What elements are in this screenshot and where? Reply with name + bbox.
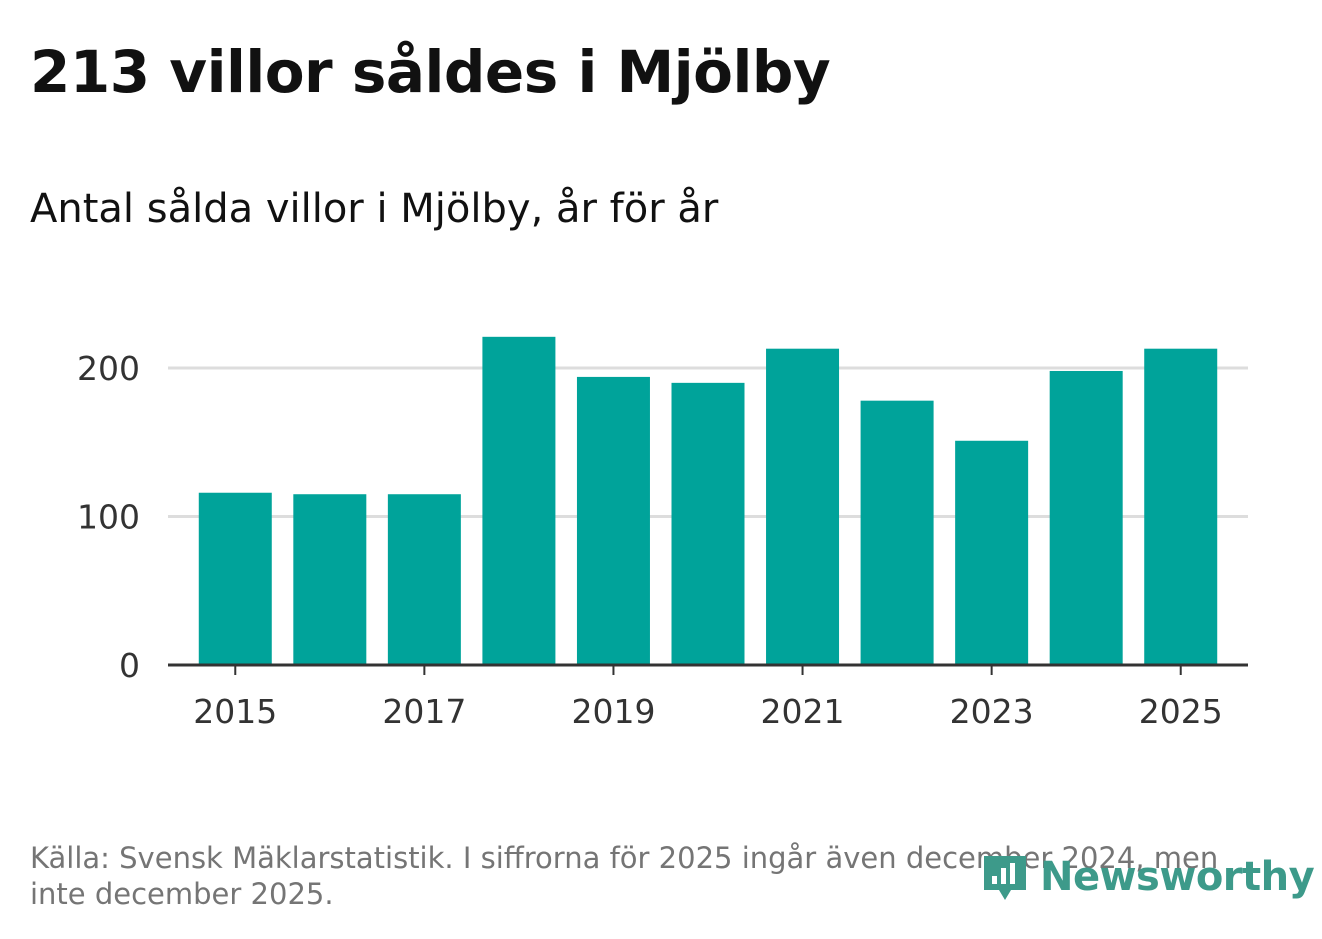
chart-subtitle: Antal sålda villor i Mjölby, år för år [30,186,719,232]
y-tick-label-200: 200 [77,349,140,388]
bar-2017 [387,494,461,665]
x-tick-label-2025: 2025 [1139,692,1223,731]
y-tick-label-100: 100 [77,498,140,537]
x-tick-label-2019: 2019 [571,692,655,731]
bar-2024 [1049,370,1123,665]
bar-2015 [198,492,272,665]
newsworthy-logo-icon [984,856,1026,900]
logo-text: Newsworthy [1040,854,1315,900]
bar-2023 [955,440,1029,665]
x-tick-label-2015: 2015 [193,692,277,731]
bar-2021 [766,348,840,665]
x-tick-label-2021: 2021 [761,692,845,731]
bar-2019 [576,376,650,665]
x-tick-label-2017: 2017 [382,692,466,731]
bar-2025 [1144,348,1218,665]
bar-2016 [293,494,367,665]
x-tick-label-2023: 2023 [950,692,1034,731]
chart-title: 213 villor såldes i Mjölby [30,38,831,106]
bar-2022 [860,400,934,665]
newsworthy-logo: Newsworthy [980,850,1315,904]
bar-2018 [482,336,556,665]
y-tick-label-0: 0 [119,646,140,685]
bar-chart: 0 100 200 2015 2017 2019 2021 2023 2025 [77,336,1248,731]
bar-2020 [671,382,745,665]
